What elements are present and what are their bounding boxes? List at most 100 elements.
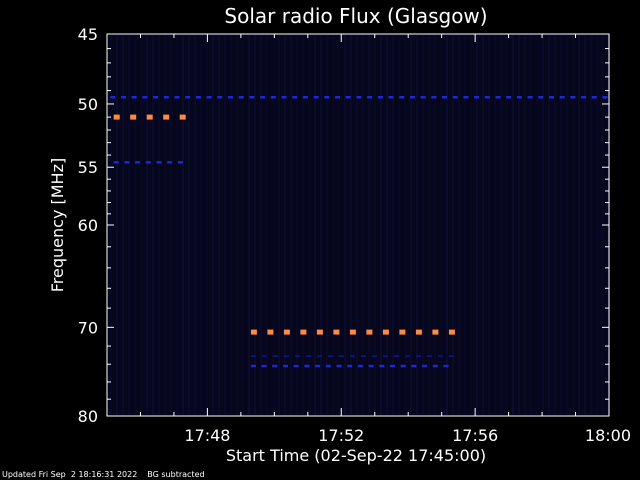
signal-mark (463, 96, 469, 99)
signal-mark (356, 96, 362, 99)
signal-bands (110, 96, 608, 368)
background-texture (110, 35, 610, 415)
signal-mark (315, 364, 321, 368)
signal-band-2 (113, 161, 183, 164)
signal-mark (559, 96, 565, 99)
x-axis-label: Start Time (02-Sep-22 17:45:00) (226, 446, 486, 465)
signal-mark (404, 355, 410, 357)
x-tick-label: 17:48 (184, 426, 230, 445)
signal-mark (260, 96, 266, 99)
signal-mark (382, 329, 389, 335)
signal-mark (217, 96, 223, 99)
signal-mark (382, 355, 388, 357)
signal-mark (367, 96, 373, 99)
signal-mark (267, 329, 274, 335)
signal-mark (135, 161, 141, 164)
signal-mark (336, 364, 342, 368)
signal-mark (415, 329, 422, 335)
signal-mark (293, 364, 299, 368)
signal-mark (272, 364, 278, 368)
signal-mark (272, 355, 278, 357)
signal-mark (130, 114, 137, 120)
x-axis: 17:48 17:52 17:56 18:00 (106, 34, 631, 445)
signal-mark (163, 114, 170, 120)
signal-mark (283, 329, 290, 335)
y-axis: 45 50 55 60 70 80 (78, 25, 609, 426)
signal-mark (415, 355, 421, 357)
signal-mark (400, 364, 406, 368)
signal-mark (420, 96, 426, 99)
signal-mark (411, 364, 417, 368)
signal-band-1 (113, 114, 186, 120)
signal-mark (250, 329, 257, 335)
signal-mark (399, 329, 406, 335)
signal-mark (581, 96, 587, 99)
signal-mark (442, 96, 447, 99)
signal-mark (516, 96, 522, 99)
signal-mark (146, 114, 153, 120)
signal-mark (409, 96, 415, 99)
signal-mark (270, 96, 276, 99)
y-tick-label: 60 (78, 216, 98, 235)
signal-mark (327, 355, 333, 357)
signal-mark (121, 96, 126, 99)
signal-mark (538, 96, 544, 99)
signal-mark (393, 355, 399, 357)
signal-mark (294, 355, 300, 357)
signal-mark (388, 96, 394, 99)
y-axis-label: Frequency [MHz] (48, 158, 67, 292)
signal-mark (377, 96, 383, 99)
signal-mark (431, 96, 437, 99)
signal-mark (206, 96, 212, 99)
signal-mark (366, 329, 373, 335)
signal-mark (238, 96, 244, 99)
signal-mark (448, 355, 454, 357)
updated-timestamp: Updated Fri Sep 2 18:16:31 2022 (2, 470, 138, 479)
signal-mark (316, 355, 322, 357)
signal-mark (432, 364, 438, 368)
signal-mark (283, 364, 288, 368)
signal-mark (474, 96, 480, 99)
signal-mark (570, 96, 576, 99)
signal-mark (527, 96, 533, 99)
y-tick-label: 55 (78, 158, 98, 177)
signal-mark (195, 96, 201, 99)
x-tick-label: 17:56 (452, 426, 498, 445)
signal-band-4 (250, 355, 454, 357)
signal-mark (484, 96, 490, 99)
signal-mark (360, 355, 366, 357)
signal-mark (113, 161, 119, 164)
signal-mark (347, 364, 353, 368)
signal-mark (305, 355, 311, 357)
signal-mark (349, 329, 356, 335)
signal-mark (437, 355, 443, 357)
signal-mark (281, 96, 287, 99)
signal-mark (506, 96, 512, 99)
signal-mark (335, 96, 340, 99)
signal-mark (304, 364, 310, 368)
signal-mark (432, 329, 439, 335)
signal-mark (185, 96, 191, 99)
signal-band-5 (250, 364, 449, 368)
signal-mark (153, 96, 159, 99)
signal-mark (426, 355, 432, 357)
signal-mark (163, 96, 169, 99)
signal-mark (390, 364, 395, 368)
signal-mark (313, 96, 319, 99)
signal-mark (443, 364, 449, 368)
signal-mark (345, 96, 351, 99)
signal-mark (371, 355, 377, 357)
bg-subtracted-note: BG subtracted (147, 470, 205, 479)
signal-mark (325, 364, 331, 368)
signal-mark (261, 364, 267, 368)
signal-mark (145, 161, 151, 164)
signal-mark (399, 96, 405, 99)
signal-band-3 (250, 329, 455, 335)
signal-mark (422, 364, 428, 368)
signal-mark (261, 355, 267, 357)
signal-mark (124, 161, 130, 164)
signal-mark (324, 96, 330, 99)
signal-mark (316, 329, 323, 335)
signal-mark (249, 96, 255, 99)
